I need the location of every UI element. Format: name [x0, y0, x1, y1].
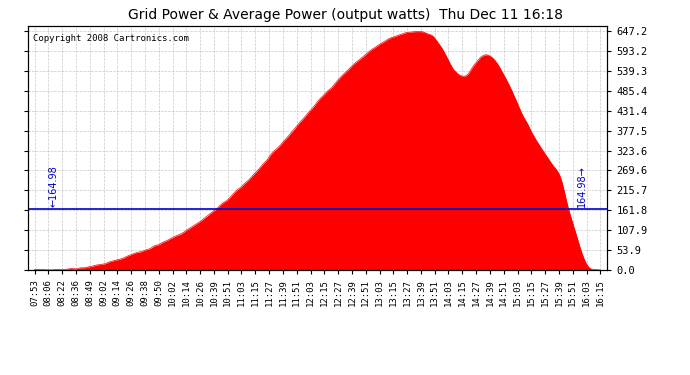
Text: Grid Power & Average Power (output watts)  Thu Dec 11 16:18: Grid Power & Average Power (output watts…: [128, 8, 562, 21]
Text: Copyright 2008 Cartronics.com: Copyright 2008 Cartronics.com: [33, 34, 189, 43]
Text: ←164.98: ←164.98: [48, 165, 58, 207]
Text: 164.98→: 164.98→: [577, 165, 586, 207]
